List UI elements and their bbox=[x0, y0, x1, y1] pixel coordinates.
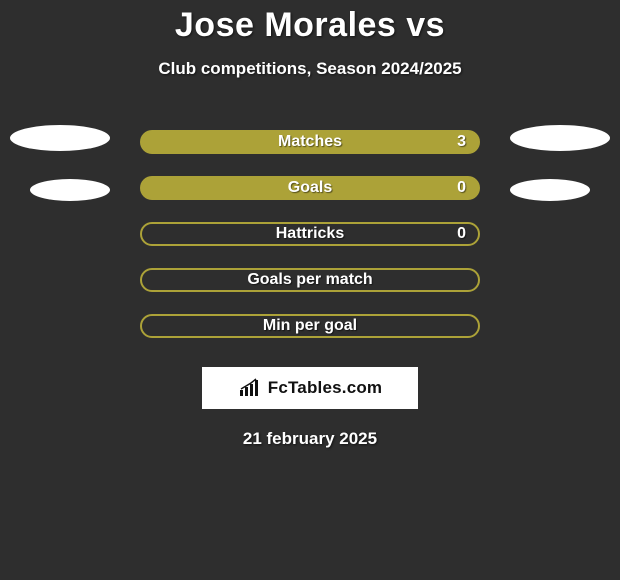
stat-row-matches: Matches 3 bbox=[0, 119, 620, 165]
stat-pill: Goals per match bbox=[140, 268, 480, 292]
stat-label: Goals per match bbox=[247, 271, 372, 289]
brand-logo: FcTables.com bbox=[202, 367, 418, 409]
stat-label: Matches bbox=[278, 133, 342, 151]
page-title: Jose Morales vs bbox=[0, 6, 620, 45]
stat-value: 3 bbox=[457, 133, 466, 151]
stat-pill: Goals 0 bbox=[140, 176, 480, 200]
stat-value: 0 bbox=[457, 179, 466, 197]
stat-pill: Hattricks 0 bbox=[140, 222, 480, 246]
bar-chart-icon bbox=[238, 378, 262, 398]
stat-pill: Min per goal bbox=[140, 314, 480, 338]
stat-value: 0 bbox=[457, 225, 466, 243]
stat-row-goals: Goals 0 bbox=[0, 165, 620, 211]
date-label: 21 february 2025 bbox=[0, 429, 620, 449]
card: Jose Morales vs Club competitions, Seaso… bbox=[0, 0, 620, 580]
stat-row-goals-per-match: Goals per match bbox=[0, 257, 620, 303]
stat-row-hattricks: Hattricks 0 bbox=[0, 211, 620, 257]
stat-label: Goals bbox=[288, 179, 332, 197]
stat-row-min-per-goal: Min per goal bbox=[0, 303, 620, 349]
page-subtitle: Club competitions, Season 2024/2025 bbox=[0, 59, 620, 79]
brand-text: FcTables.com bbox=[268, 378, 383, 398]
stat-rows: Matches 3 Goals 0 Hattricks 0 Goals per … bbox=[0, 119, 620, 349]
stat-pill: Matches 3 bbox=[140, 130, 480, 154]
stat-label: Hattricks bbox=[276, 225, 344, 243]
stat-label: Min per goal bbox=[263, 317, 357, 335]
